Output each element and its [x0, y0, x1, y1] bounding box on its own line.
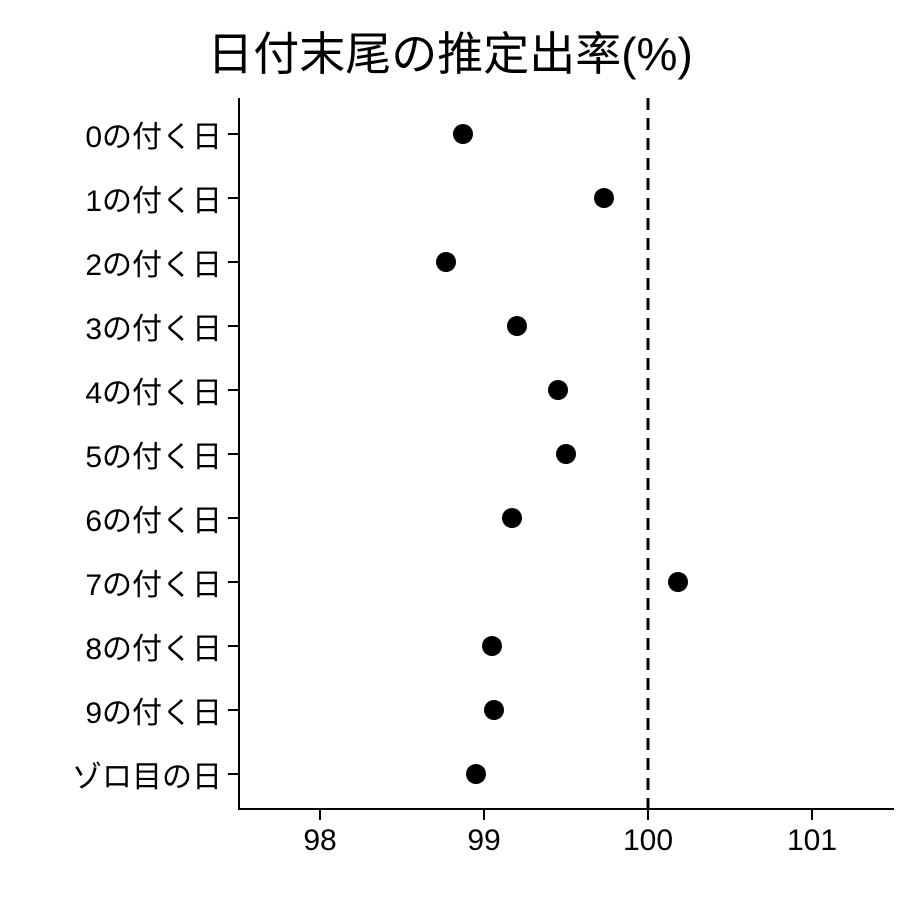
y-tick-mark [228, 773, 238, 775]
x-tick-label: 101 [787, 824, 837, 858]
data-point [548, 380, 568, 400]
y-tick-label: ゾロ目の日 [72, 752, 222, 796]
y-tick-label: 3の付く日 [85, 304, 222, 348]
x-tick-label: 98 [303, 824, 336, 858]
y-tick-mark [228, 197, 238, 199]
data-point [466, 764, 486, 784]
x-tick-label: 99 [467, 824, 500, 858]
y-tick-mark [228, 453, 238, 455]
x-tick-mark [647, 810, 649, 820]
y-tick-mark [228, 645, 238, 647]
y-tick-mark [228, 517, 238, 519]
data-point [507, 316, 527, 336]
data-point [502, 508, 522, 528]
y-tick-mark [228, 325, 238, 327]
data-point [436, 252, 456, 272]
data-point [556, 444, 576, 464]
x-axis-line [238, 808, 894, 810]
y-tick-mark [228, 709, 238, 711]
y-tick-label: 5の付く日 [85, 432, 222, 476]
y-tick-label: 9の付く日 [85, 688, 222, 732]
y-tick-label: 4の付く日 [85, 368, 222, 412]
y-tick-label: 0の付く日 [85, 112, 222, 156]
y-tick-mark [228, 133, 238, 135]
data-point [484, 700, 504, 720]
data-point [668, 572, 688, 592]
y-tick-mark [228, 581, 238, 583]
x-tick-label: 100 [623, 824, 673, 858]
x-tick-mark [811, 810, 813, 820]
y-tick-label: 8の付く日 [85, 624, 222, 668]
chart-container: 日付末尾の推定出率(%) 0の付く日 1の付く日 2の付く日 3の付く日 4の付く日 5の… [0, 0, 900, 900]
y-tick-label: 1の付く日 [85, 176, 222, 220]
y-tick-label: 6の付く日 [85, 496, 222, 540]
y-tick-mark [228, 261, 238, 263]
y-tick-label: 2の付く日 [85, 240, 222, 284]
data-point [453, 124, 473, 144]
data-point [482, 636, 502, 656]
y-tick-label: 7の付く日 [85, 560, 222, 604]
chart-title: 日付末尾の推定出率(%) [0, 18, 900, 84]
y-axis-line [238, 98, 240, 810]
x-tick-mark [483, 810, 485, 820]
data-point [594, 188, 614, 208]
y-tick-mark [228, 389, 238, 391]
x-tick-mark [319, 810, 321, 820]
plot-area [238, 98, 894, 810]
